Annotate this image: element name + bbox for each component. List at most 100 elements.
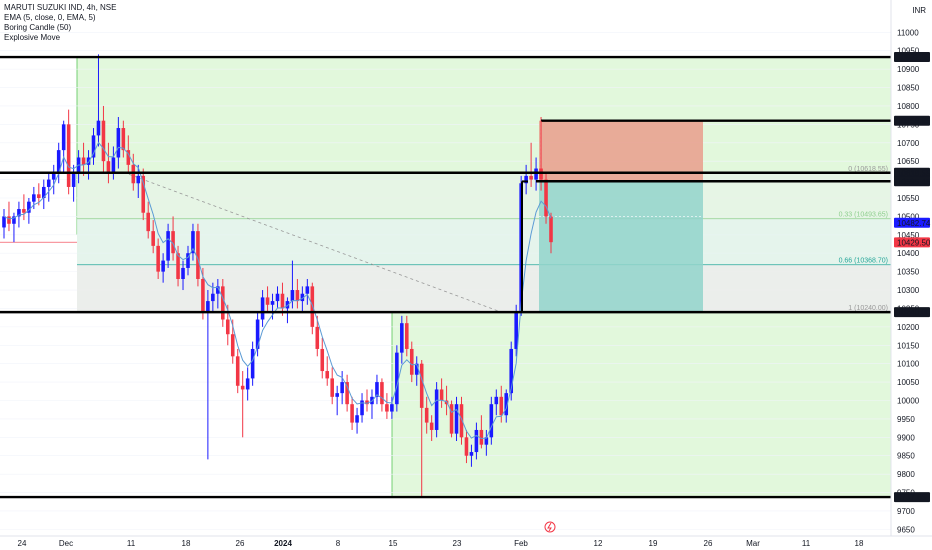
candle-body	[340, 382, 344, 394]
price-tick-label: 9700	[897, 507, 915, 516]
candle-body	[91, 135, 96, 158]
candle-body	[275, 293, 280, 302]
symbol-title[interactable]: MARUTI SUZUKI IND, 4h, NSE	[4, 3, 117, 12]
flash-icon	[544, 521, 556, 533]
candle-body	[454, 404, 459, 434]
candle-body	[479, 429, 484, 445]
price-tick-label: 10900	[897, 65, 920, 74]
candle-body	[549, 216, 553, 243]
candle-body	[285, 301, 290, 309]
time-tick-label: 8	[336, 539, 341, 548]
candle-body	[434, 389, 439, 430]
candle-body	[459, 404, 464, 438]
level-price-tag	[894, 176, 930, 187]
candle-body	[409, 348, 414, 375]
candle-body	[191, 231, 195, 254]
candle-body	[181, 267, 185, 279]
time-tick-label: 2024	[274, 539, 292, 548]
candle-body	[37, 194, 41, 198]
candle-body	[32, 194, 36, 202]
time-tick-label: Feb	[514, 539, 528, 548]
candle-body	[469, 452, 474, 456]
candle-body	[464, 437, 469, 456]
candle-body	[121, 128, 126, 151]
price-tick-label: 10650	[897, 157, 920, 166]
candle-body	[240, 385, 245, 390]
fib-band	[77, 218, 891, 265]
indicator-boring-candle[interactable]: Boring Candle (50)	[4, 23, 72, 32]
level-price-tag	[894, 115, 930, 126]
candle-body	[136, 175, 141, 184]
current-price-tag	[894, 237, 930, 248]
price-tick-label: 9800	[897, 470, 915, 479]
indicator-explosive-move[interactable]: Explosive Move	[4, 33, 61, 42]
candle-body	[176, 253, 180, 279]
price-tick-label: 10450	[897, 231, 920, 240]
candle-body	[265, 297, 270, 305]
candle-body	[106, 161, 111, 173]
price-tick-label: 10150	[897, 341, 920, 350]
candle-body	[355, 415, 359, 423]
ema-line	[3, 141, 552, 440]
time-tick-label: Mar	[746, 539, 760, 548]
fib-band	[77, 172, 891, 219]
candle-body	[216, 286, 220, 294]
demand-zone	[392, 312, 891, 498]
candle-body	[524, 175, 528, 184]
candle-body	[186, 253, 190, 268]
candle-body	[290, 290, 295, 302]
candle-body	[111, 157, 116, 173]
legend: MARUTI SUZUKI IND, 4h, NSE EMA (5, close…	[4, 3, 116, 43]
candle-body	[166, 231, 170, 261]
candle-body	[300, 293, 305, 302]
candle-body	[81, 157, 86, 165]
candle-body	[529, 175, 533, 180]
candle-body	[539, 168, 543, 180]
candle-body	[17, 209, 21, 217]
candle-body	[66, 124, 71, 187]
candle-body	[61, 124, 66, 151]
candle-body	[141, 175, 146, 213]
candle-body	[161, 260, 165, 272]
price-tick-label: 10400	[897, 249, 920, 258]
indicator-ema[interactable]: EMA (5, close, 0, EMA, 5)	[4, 13, 96, 22]
price-axis[interactable]: 9650970097509800985099009950100001005010…	[890, 0, 931, 536]
candle-body	[235, 356, 240, 386]
candle-body	[395, 352, 399, 405]
candle-body	[116, 128, 121, 158]
candle-body	[509, 348, 514, 394]
price-tick-label: 10050	[897, 378, 920, 387]
fib-label: 0.66 (10368.70)	[839, 258, 888, 265]
candle-body	[514, 312, 518, 349]
candle-body	[255, 319, 260, 349]
candle-body	[71, 172, 76, 187]
candle-body	[96, 120, 101, 136]
time-axis[interactable]: 24 Dec 11 18 26 2024 8 15 23 Feb 12 19 26 Mar 11 18	[0, 535, 932, 548]
candle-body	[270, 301, 275, 305]
candle-body	[330, 378, 334, 397]
candle-body	[534, 168, 538, 180]
candle-body	[390, 404, 394, 412]
fib-label: 0 (10618.55)	[848, 166, 888, 173]
candle-body	[201, 278, 205, 313]
price-tick-label: 10950	[897, 47, 920, 56]
position-layer	[539, 120, 703, 313]
candle-body	[360, 400, 364, 416]
price-tick-label: 10700	[897, 139, 920, 148]
candle-body	[86, 157, 91, 165]
candle-body	[245, 378, 250, 390]
candle-body	[335, 393, 339, 397]
price-tick-label: 10100	[897, 360, 920, 369]
time-tick-label: 15	[389, 539, 398, 548]
candle-body	[400, 323, 404, 353]
candle-body	[46, 179, 51, 187]
candle-body	[439, 389, 444, 401]
candle-body	[27, 201, 31, 213]
candle-body	[375, 382, 379, 397]
candle-body	[225, 319, 230, 335]
candle-body	[365, 400, 369, 405]
candle-body	[126, 150, 131, 165]
time-tick-label: 23	[453, 539, 462, 548]
candle-body	[146, 212, 150, 232]
